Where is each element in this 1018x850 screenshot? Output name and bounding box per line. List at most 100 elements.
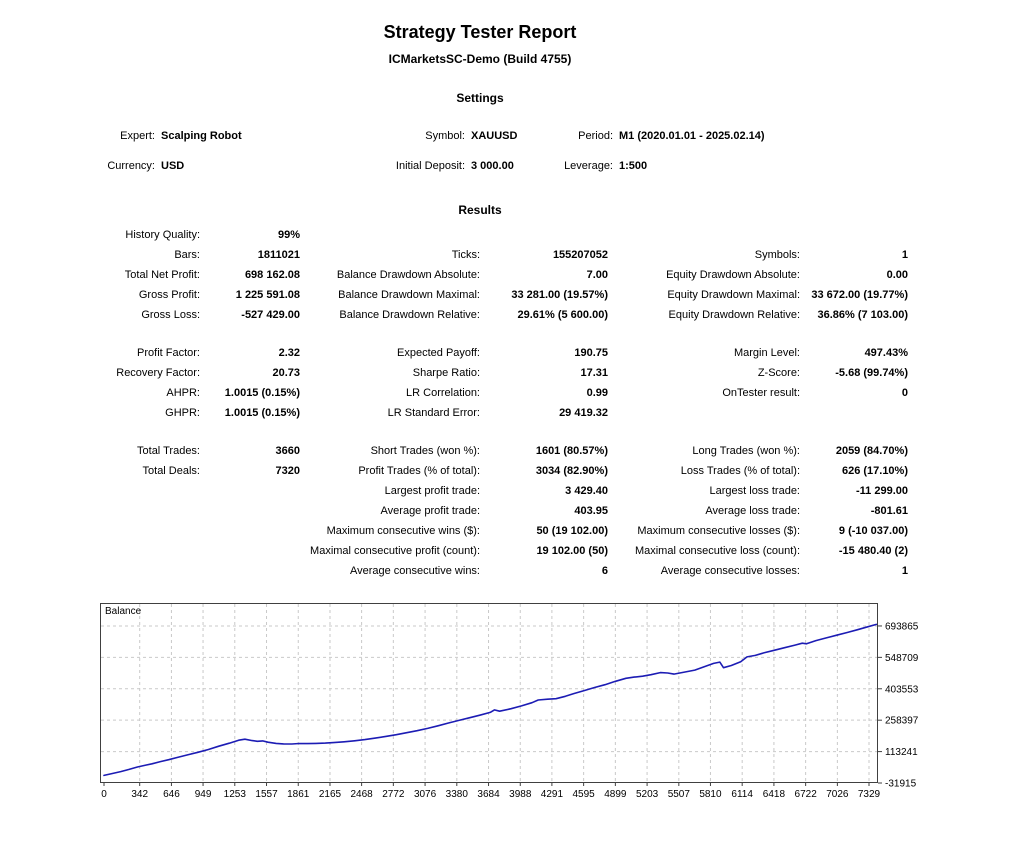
result-label: Largest loss trade: [709, 485, 801, 497]
result-value: 99% [277, 229, 300, 241]
result-label: Largest profit trade: [384, 485, 480, 497]
y-axis-label: 548709 [885, 653, 919, 664]
result-value [200, 541, 300, 561]
results-heading: Results [458, 203, 502, 217]
result-label: Short Trades (won %): [370, 445, 480, 457]
result-label: Bars: [174, 249, 200, 261]
result-label: Equity Drawdown Maximal: [667, 289, 800, 301]
result-value [200, 501, 300, 521]
settings-value: XAUUSD [471, 130, 518, 142]
result-value: 698 162.08 [244, 269, 300, 281]
result-value: 50 (19 102.00) [536, 525, 608, 537]
result-value: 190.75 [574, 347, 608, 359]
result-value: 29 419.32 [559, 407, 608, 419]
result-label: OnTester result: [722, 387, 800, 399]
result-label: Loss Trades (% of total): [680, 465, 800, 477]
result-value: 9 (-10 037.00) [838, 525, 908, 537]
result-label [0, 541, 200, 561]
result-label: Sharpe Ratio: [412, 367, 480, 379]
x-axis-label: 6418 [763, 789, 786, 800]
result-label: Average consecutive wins: [349, 565, 480, 577]
x-axis-label: 3684 [477, 789, 500, 800]
result-label: Gross Profit: [138, 289, 200, 301]
result-label: Equity Drawdown Relative: [668, 309, 800, 321]
result-value [200, 481, 300, 501]
x-axis-label: 646 [163, 789, 180, 800]
settings-heading: Settings [456, 91, 504, 105]
result-label [300, 225, 480, 245]
result-value: 0 [901, 387, 908, 399]
chart-plot-area [100, 603, 878, 783]
result-value: 3034 (82.90%) [535, 465, 608, 477]
result-value: -801.61 [870, 505, 908, 517]
report-subtitle: ICMarketsSC-Demo (Build 4755) [388, 52, 572, 66]
result-value [200, 561, 300, 581]
settings-value: M1 (2020.01.01 - 2025.02.14) [619, 130, 765, 142]
result-value [800, 403, 908, 423]
result-label: Total Deals: [142, 465, 200, 477]
result-label: LR Standard Error: [387, 407, 480, 419]
settings-label: Currency: [107, 160, 155, 172]
result-label: Balance Drawdown Maximal: [338, 289, 480, 301]
settings-value: 1:500 [619, 160, 648, 172]
result-label [0, 481, 200, 501]
result-value: 2.32 [278, 347, 300, 359]
balance-curve [103, 623, 878, 777]
result-value [200, 521, 300, 541]
result-label: AHPR: [166, 387, 200, 399]
result-value: 20.73 [272, 367, 300, 379]
result-value [800, 225, 908, 245]
result-label [0, 521, 200, 541]
x-axis-label: 5810 [699, 789, 722, 800]
result-value: 626 (17.10%) [841, 465, 908, 477]
result-value: 3660 [275, 445, 300, 457]
result-label: Z-Score: [757, 367, 800, 379]
x-axis-label: 7329 [858, 789, 881, 800]
result-value: 1811021 [257, 249, 300, 261]
result-value: 403.95 [574, 505, 608, 517]
result-label: Balance Drawdown Relative: [339, 309, 480, 321]
x-axis-label: 2772 [382, 789, 405, 800]
result-value: 1.0015 (0.15%) [224, 387, 300, 399]
x-axis-label: 2165 [319, 789, 342, 800]
x-axis-label: 1253 [224, 789, 247, 800]
result-value: 7.00 [586, 269, 608, 281]
result-value: 497.43% [864, 347, 908, 359]
result-label: Ticks: [451, 249, 480, 261]
result-label: Symbols: [754, 249, 800, 261]
balance-chart: 0 342 646 949 1253 1557 1861 2165 2468 2772 3076 33… [0, 603, 960, 815]
balance-chart-canvas: 0 342 646 949 1253 1557 1861 2165 2468 2772 3076 33… [100, 603, 919, 800]
result-value: 36.86% (7 103.00) [817, 309, 908, 321]
result-label [608, 403, 800, 423]
result-label: Profit Factor: [137, 347, 200, 359]
result-value: -15 480.40 (2) [838, 545, 908, 557]
result-label [0, 501, 200, 521]
result-label: Balance Drawdown Absolute: [336, 269, 480, 281]
result-label: Equity Drawdown Absolute: [666, 269, 800, 281]
chart-legend-balance: Balance [105, 606, 142, 617]
x-axis-label: 5203 [636, 789, 659, 800]
result-value: 0.99 [586, 387, 608, 399]
result-value: 155207052 [552, 249, 608, 261]
results-table: History Quality: 99% Bars: 1811021 Ticks: 155… [0, 225, 960, 581]
settings-label: Initial Deposit: [395, 160, 465, 172]
result-label: LR Correlation: [406, 387, 480, 399]
x-axis-label: 949 [195, 789, 212, 800]
result-value [480, 225, 608, 245]
result-label: History Quality: [125, 229, 200, 241]
result-value: 1 [901, 249, 908, 261]
result-value: 29.61% (5 600.00) [517, 309, 608, 321]
result-value: 33 672.00 (19.77%) [811, 289, 908, 301]
settings-label: Period: [578, 130, 613, 142]
result-value: -5.68 (99.74%) [835, 367, 908, 379]
y-axis-label: 403553 [885, 684, 919, 695]
settings-value: USD [161, 160, 185, 172]
x-axis-label: 3988 [509, 789, 532, 800]
y-axis-label: 113241 [885, 747, 918, 758]
chart-frame [100, 603, 878, 783]
result-value: 2059 (84.70%) [835, 445, 908, 457]
result-label [0, 561, 200, 581]
settings-value: Scalping Robot [161, 130, 242, 142]
settings-label: Expert: [120, 130, 155, 142]
x-axis-label: 5507 [668, 789, 691, 800]
